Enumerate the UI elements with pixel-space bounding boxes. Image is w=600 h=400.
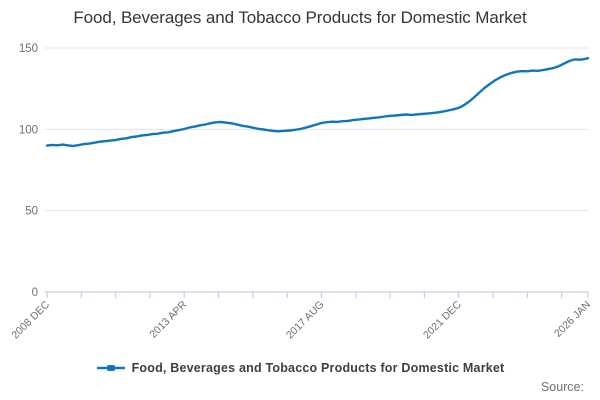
y-axis-tick-label: 100 (19, 124, 38, 136)
chart-title: Food, Beverages and Tobacco Products for… (73, 8, 527, 27)
source-label: Source: (540, 380, 584, 394)
y-axis-tick-label: 50 (25, 206, 38, 218)
x-axis-tick-label: 2008 DEC (9, 298, 52, 341)
x-axis-tick-label: 2026 JAN (552, 299, 593, 340)
x-axis-tick-label: 2017 AUG (284, 299, 327, 342)
chart-plot-area: 0 50 100 150 2008 DEC 2013 APR 2017 AUG 2021 DE… (9, 43, 593, 342)
series-line[interactable] (45, 57, 590, 148)
y-axis-tick-label: 150 (19, 43, 38, 55)
legend-item-label: Food, Beverages and Tobacco Products for… (131, 361, 505, 375)
x-axis-tick-label: 2021 DEC (421, 298, 464, 341)
legend[interactable]: Food, Beverages and Tobacco Products for… (0, 361, 600, 375)
x-axis-tick-label: 2013 APR (147, 298, 189, 340)
legend-series-marker-icon (96, 365, 125, 371)
y-axis-tick-label: 0 (32, 287, 38, 299)
